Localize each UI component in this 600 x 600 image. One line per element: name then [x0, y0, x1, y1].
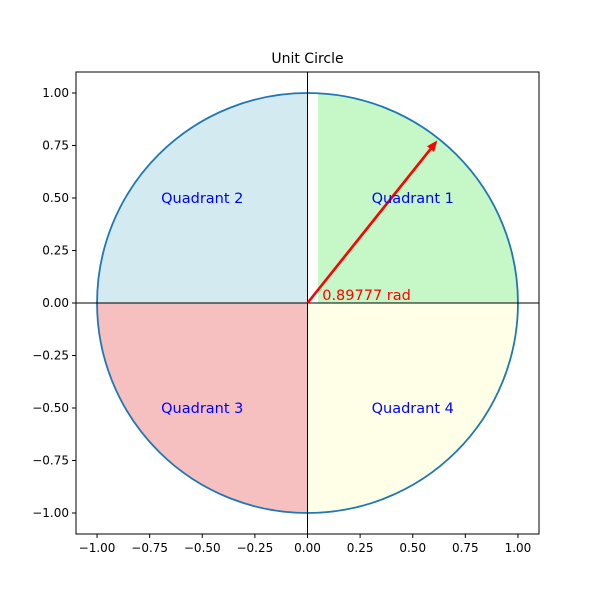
- quadrant-3-wedge: [97, 303, 308, 513]
- y-tick-label: 1.00: [42, 86, 69, 100]
- y-tick-label: 0.50: [42, 191, 69, 205]
- x-tick-label: −0.25: [236, 541, 273, 555]
- quadrant-1-label: Quadrant 1: [372, 191, 454, 207]
- x-tick-label: 0.50: [399, 541, 426, 555]
- quadrant-4-wedge: [307, 303, 518, 513]
- plot-area: Quadrant 1 Quadrant 2 Quadrant 3 Quadrant 4…: [76, 72, 539, 534]
- y-tick-label: 0.75: [42, 139, 69, 153]
- x-tick-label: 0.25: [347, 541, 374, 555]
- y-tick-label: −0.25: [32, 349, 69, 363]
- x-tick-label: 0.00: [294, 541, 321, 555]
- quadrant-4-label: Quadrant 4: [372, 401, 454, 417]
- angle-vector-shaft: [306, 148, 432, 304]
- x-tick-label: 0.75: [452, 541, 479, 555]
- y-tick-label: −1.00: [32, 506, 69, 520]
- quadrant-2-wedge: [97, 93, 308, 303]
- y-tick-label: 0.25: [42, 244, 69, 258]
- y-tick-label: −0.75: [32, 454, 69, 468]
- quadrant-2-label: Quadrant 2: [161, 191, 243, 207]
- y-tick-label: −0.50: [32, 401, 69, 415]
- angle-vector-arrowhead: [426, 140, 438, 152]
- y-tick-label: 0.00: [42, 296, 69, 310]
- x-tick-label: −0.50: [184, 541, 221, 555]
- x-tick-label: 1.00: [505, 541, 532, 555]
- quadrant-1-wedge: [318, 93, 518, 303]
- angle-label: 0.89777 rad: [322, 288, 411, 304]
- quadrant-3-label: Quadrant 3: [161, 401, 243, 417]
- axes: −1.00 −0.75 −0.50 −0.25 0.00 0.25 0.50 0.75 1.00…: [32, 71, 540, 555]
- chart-title: Unit Circle: [271, 51, 343, 67]
- x-tick-label: −0.75: [131, 541, 168, 555]
- x-tick-label: −1.00: [79, 541, 116, 555]
